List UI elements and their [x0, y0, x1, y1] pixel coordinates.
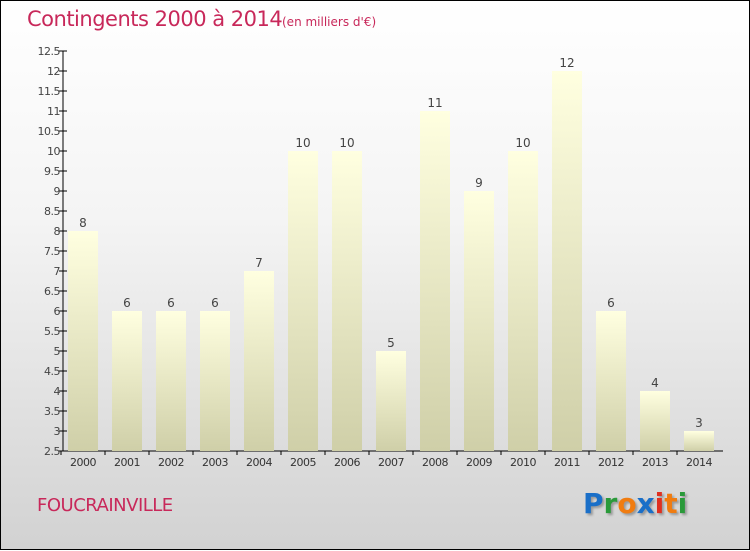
- logo-letter: P: [583, 487, 604, 520]
- logo-letter: i: [654, 487, 665, 520]
- data-label: 4: [651, 376, 659, 390]
- data-label: 3: [695, 416, 703, 430]
- y-tick-label: 5: [54, 345, 61, 358]
- y-tick-label: 6: [54, 305, 61, 318]
- data-label: 10: [339, 136, 354, 150]
- x-tick-label: 2006: [334, 456, 360, 469]
- x-tick-label: 2013: [642, 456, 668, 469]
- data-label: 6: [167, 296, 175, 310]
- y-tick-label: 4.5: [44, 365, 60, 378]
- y-tick-label: 9: [54, 185, 61, 198]
- data-label: 12: [559, 56, 574, 70]
- x-tick-label: 2001: [114, 456, 140, 469]
- data-label: 6: [607, 296, 615, 310]
- y-tick-label: 8.5: [44, 205, 60, 218]
- y-tick-label: 6.5: [44, 285, 60, 298]
- bar: [68, 231, 98, 451]
- x-tick-label: 2011: [554, 456, 580, 469]
- y-tick-label: 12.5: [38, 45, 61, 58]
- bar: [288, 151, 318, 451]
- bar: [332, 151, 362, 451]
- bar: [552, 71, 582, 451]
- y-tick-label: 8: [54, 225, 61, 238]
- bar: [684, 431, 714, 451]
- bar: [376, 351, 406, 451]
- y-tick-label: 11: [47, 105, 60, 118]
- data-label: 10: [295, 136, 310, 150]
- y-tick-label: 3.5: [44, 405, 60, 418]
- bar: [156, 311, 186, 451]
- y-tick-label: 2.5: [44, 445, 60, 458]
- x-tick-label: 2004: [246, 456, 272, 469]
- x-tick-label: 2005: [290, 456, 316, 469]
- logo-letter: o: [617, 487, 637, 520]
- bar: [200, 311, 230, 451]
- proxiti-logo[interactable]: Proxiti: [583, 487, 687, 520]
- data-label: 5: [387, 336, 395, 350]
- y-tick-label: 10: [47, 145, 60, 158]
- logo-letter: r: [603, 487, 618, 520]
- bar: [112, 311, 142, 451]
- bar: [420, 111, 450, 451]
- y-tick-label: 11.5: [38, 85, 61, 98]
- logo-letter: i: [677, 487, 688, 520]
- logo-letter: t: [664, 487, 678, 520]
- bar: [464, 191, 494, 451]
- chart-subtitle: (en milliers d'€): [282, 15, 377, 29]
- bar: [596, 311, 626, 451]
- data-label: 11: [427, 96, 442, 110]
- data-label: 7: [255, 256, 263, 270]
- bar: [640, 391, 670, 451]
- y-tick-label: 4: [54, 385, 61, 398]
- bar: [508, 151, 538, 451]
- x-tick-label: 2009: [466, 456, 492, 469]
- y-tick-label: 10.5: [38, 125, 61, 138]
- x-tick-label: 2007: [378, 456, 404, 469]
- commune-name: FOUCRAINVILLE: [37, 495, 173, 516]
- x-tick-label: 2012: [598, 456, 624, 469]
- data-label: 9: [475, 176, 483, 190]
- y-tick-label: 3: [54, 425, 61, 438]
- y-tick-label: 7.5: [44, 245, 60, 258]
- x-tick-label: 2003: [202, 456, 228, 469]
- x-tick-label: 2010: [510, 456, 536, 469]
- chart-title: Contingents 2000 à 2014: [27, 7, 283, 31]
- x-tick-label: 2014: [686, 456, 712, 469]
- y-tick-label: 5.5: [44, 325, 60, 338]
- logo-letter: x: [636, 487, 655, 520]
- x-tick-label: 2002: [158, 456, 184, 469]
- y-tick-label: 12: [47, 65, 60, 78]
- x-tick-label: 2008: [422, 456, 448, 469]
- data-label: 8: [79, 216, 87, 230]
- y-tick-label: 7: [54, 265, 61, 278]
- data-label: 6: [123, 296, 131, 310]
- data-label: 6: [211, 296, 219, 310]
- x-tick-label: 2000: [70, 456, 96, 469]
- y-tick-label: 9.5: [44, 165, 60, 178]
- bar: [244, 271, 274, 451]
- data-label: 10: [515, 136, 530, 150]
